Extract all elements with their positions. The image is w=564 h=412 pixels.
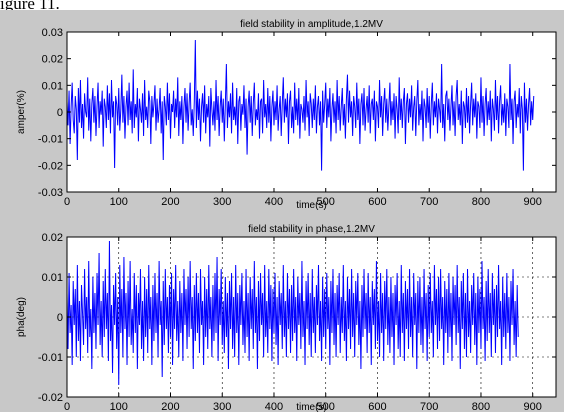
phase-x-tick-label: 700 [420,401,438,412]
amplitude-series-line [66,39,535,171]
phase-x-tick-label: 800 [472,401,490,412]
phase-x-tick-label: 600 [368,401,386,412]
amplitude-x-tick-label: 700 [420,196,438,208]
amplitude-y-tick-label: -0.01 [38,134,63,146]
phase-y-tick-label: -0.02 [38,392,63,404]
phase-x-tick-label: 400 [265,401,283,412]
amplitude-y-tick-label: 0.02 [42,54,63,66]
amplitude-x-tick-label: 500 [317,196,335,208]
amplitude-x-axis-label: time(s) [296,200,327,211]
figure-canvas: 0 100 200 300 400 500 600 700 800 900 -0.03 -0.02 -0… [16,19,557,412]
phase-x-axis-label: time(s) [296,402,327,412]
figure-caption: igure 11. [0,0,60,13]
amplitude-x-tick-label: 0 [64,196,70,208]
amplitude-x-tick-label: 900 [524,196,542,208]
figure-window: 0 100 200 300 400 500 600 700 800 900 -0.03 -0.02 -0… [0,10,564,412]
phase-y-tick-label: 0.02 [42,232,63,244]
amplitude-y-tick-label: 0 [57,107,63,119]
phase-x-tick-label: 300 [213,401,231,412]
amplitude-y-tick-label: 0.01 [42,80,63,92]
phase-x-tick-label: 900 [524,401,542,412]
amplitude-y-tick-label: -0.03 [38,187,63,199]
phase-x-tick-label: 200 [161,401,179,412]
phase-y-tick-label: -0.01 [38,352,63,364]
phase-y-tick-label: 0.01 [42,272,63,284]
phase-y-axis-label: pha(deg) [16,297,27,337]
phase-y-tick-label: 0 [57,312,63,324]
amplitude-x-tick-label: 400 [265,196,283,208]
amplitude-chart-title: field stability in amplitude,1.2MV [240,19,383,30]
phase-x-tick-label: 100 [110,401,128,412]
amplitude-x-tick-label: 600 [368,196,386,208]
amplitude-x-tick-label: 200 [161,196,179,208]
amplitude-y-tick-label: 0.03 [42,27,63,39]
phase-x-tick-label: 0 [64,401,70,412]
amplitude-x-tick-label: 300 [213,196,231,208]
phase-series-line [66,240,519,386]
phase-x-tick-label: 500 [317,401,335,412]
amplitude-x-tick-label: 800 [472,196,490,208]
amplitude-y-axis-label: amper(%) [16,90,27,134]
phase-chart-title: field stability in phase,1.2MV [248,224,375,235]
amplitude-x-tick-label: 100 [110,196,128,208]
amplitude-y-tick-label: -0.02 [38,160,63,172]
